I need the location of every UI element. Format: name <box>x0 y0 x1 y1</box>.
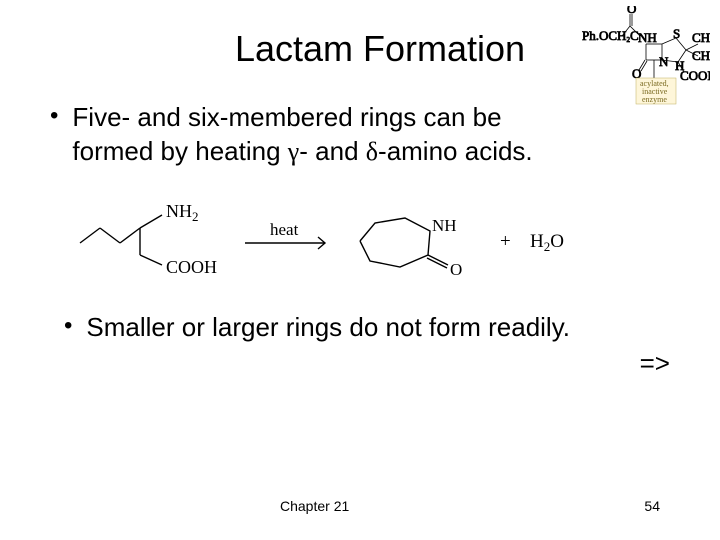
corner-o-top: O <box>627 6 636 16</box>
bullet-1-pre: formed by heating <box>72 136 287 166</box>
corner-structure-diagram: Ph.OCH2C O NH S CH3 CH3 N H COOH O <box>580 6 710 106</box>
reactant-nh2: NH2 <box>166 201 199 224</box>
slide-footer: Chapter 21 54 <box>0 498 720 514</box>
corner-ch3a: CH3 <box>692 30 710 46</box>
product-nh: NH <box>432 216 457 235</box>
corner-left-label: Ph.OCH2C <box>582 28 639 44</box>
product-o: O <box>450 260 462 279</box>
bullet-1-text: Five- and six-membered rings can be form… <box>72 100 532 169</box>
corner-s: S <box>673 26 680 41</box>
bullet-dot-icon: • <box>50 100 58 132</box>
bullet-1-line1: Five- and six-membered rings can be <box>72 102 501 132</box>
bullet-1-mid: - and <box>299 136 366 166</box>
reactant-cooh: COOH <box>166 257 217 277</box>
corner-n: N <box>659 54 669 69</box>
delta-symbol: δ <box>366 137 378 166</box>
byproduct-h2o: H2O <box>530 231 564 254</box>
chapter-label: Chapter 21 <box>280 498 349 514</box>
bullet-2: • Smaller or larger rings do not form re… <box>0 288 720 344</box>
bullet-2-text: Smaller or larger rings do not form read… <box>86 310 570 344</box>
corner-nh: NH <box>638 30 657 45</box>
enzyme-line3: enzyme <box>642 95 667 104</box>
bullet-1-post: -amino acids. <box>378 136 533 166</box>
corner-cooh: COOH <box>680 68 710 83</box>
plus-sign: + <box>500 231 511 252</box>
reaction-condition: heat <box>270 220 299 239</box>
next-arrow: => <box>0 344 720 379</box>
reaction-scheme: NH2 COOH heat NH O + H2O <box>70 193 630 288</box>
bullet-dot-icon: • <box>64 310 72 342</box>
page-number: 54 <box>644 498 660 514</box>
corner-ch3b: CH3 <box>692 48 710 64</box>
gamma-symbol: γ <box>288 137 300 166</box>
